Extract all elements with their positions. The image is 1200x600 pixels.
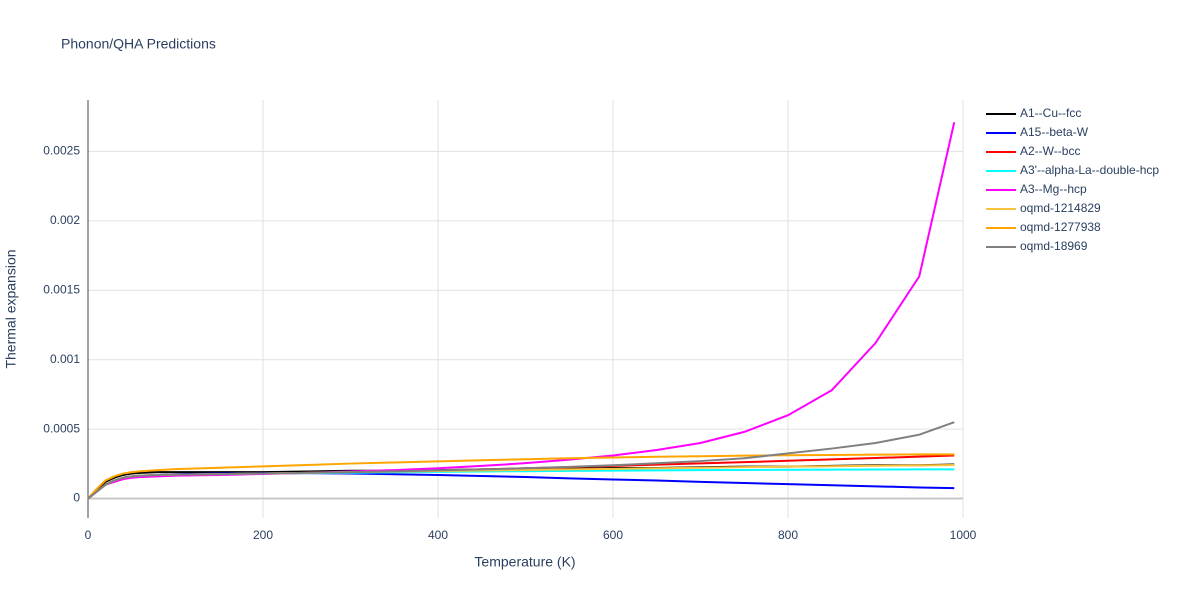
x-tick-label: 200 (253, 528, 273, 542)
legend-label: A3--Mg--hcp (1020, 182, 1087, 196)
y-tick-label: 0 (73, 491, 80, 505)
y-axis-title: Thermal expansion (3, 249, 19, 368)
y-tick-label: 0.001 (50, 352, 80, 366)
legend-label: oqmd-1277938 (1020, 220, 1101, 234)
x-tick-label: 0 (85, 528, 92, 542)
y-tick-label: 0.0015 (43, 282, 80, 296)
legend-label: oqmd-18969 (1020, 239, 1088, 253)
x-tick-label: 600 (603, 528, 623, 542)
legend-label: A2--W--bcc (1020, 144, 1080, 158)
legend-label: A1--Cu--fcc (1020, 106, 1081, 120)
series-line (87, 421, 955, 500)
chart-title: Phonon/QHA Predictions (61, 36, 216, 52)
series-line (87, 121, 956, 500)
x-tick-label: 400 (428, 528, 448, 542)
y-tick-label: 0.002 (50, 213, 80, 227)
x-tick-label: 800 (778, 528, 798, 542)
legend-label: A15--beta-W (1020, 125, 1089, 139)
y-tick-label: 0.0005 (43, 421, 80, 435)
legend-label: A3'--alpha-La--double-hcp (1020, 163, 1159, 177)
legend-label: oqmd-1214829 (1020, 201, 1101, 215)
x-axis-title: Temperature (K) (474, 554, 575, 570)
y-tick-label: 0.0025 (43, 144, 80, 158)
x-tick-label: 1000 (950, 528, 977, 542)
